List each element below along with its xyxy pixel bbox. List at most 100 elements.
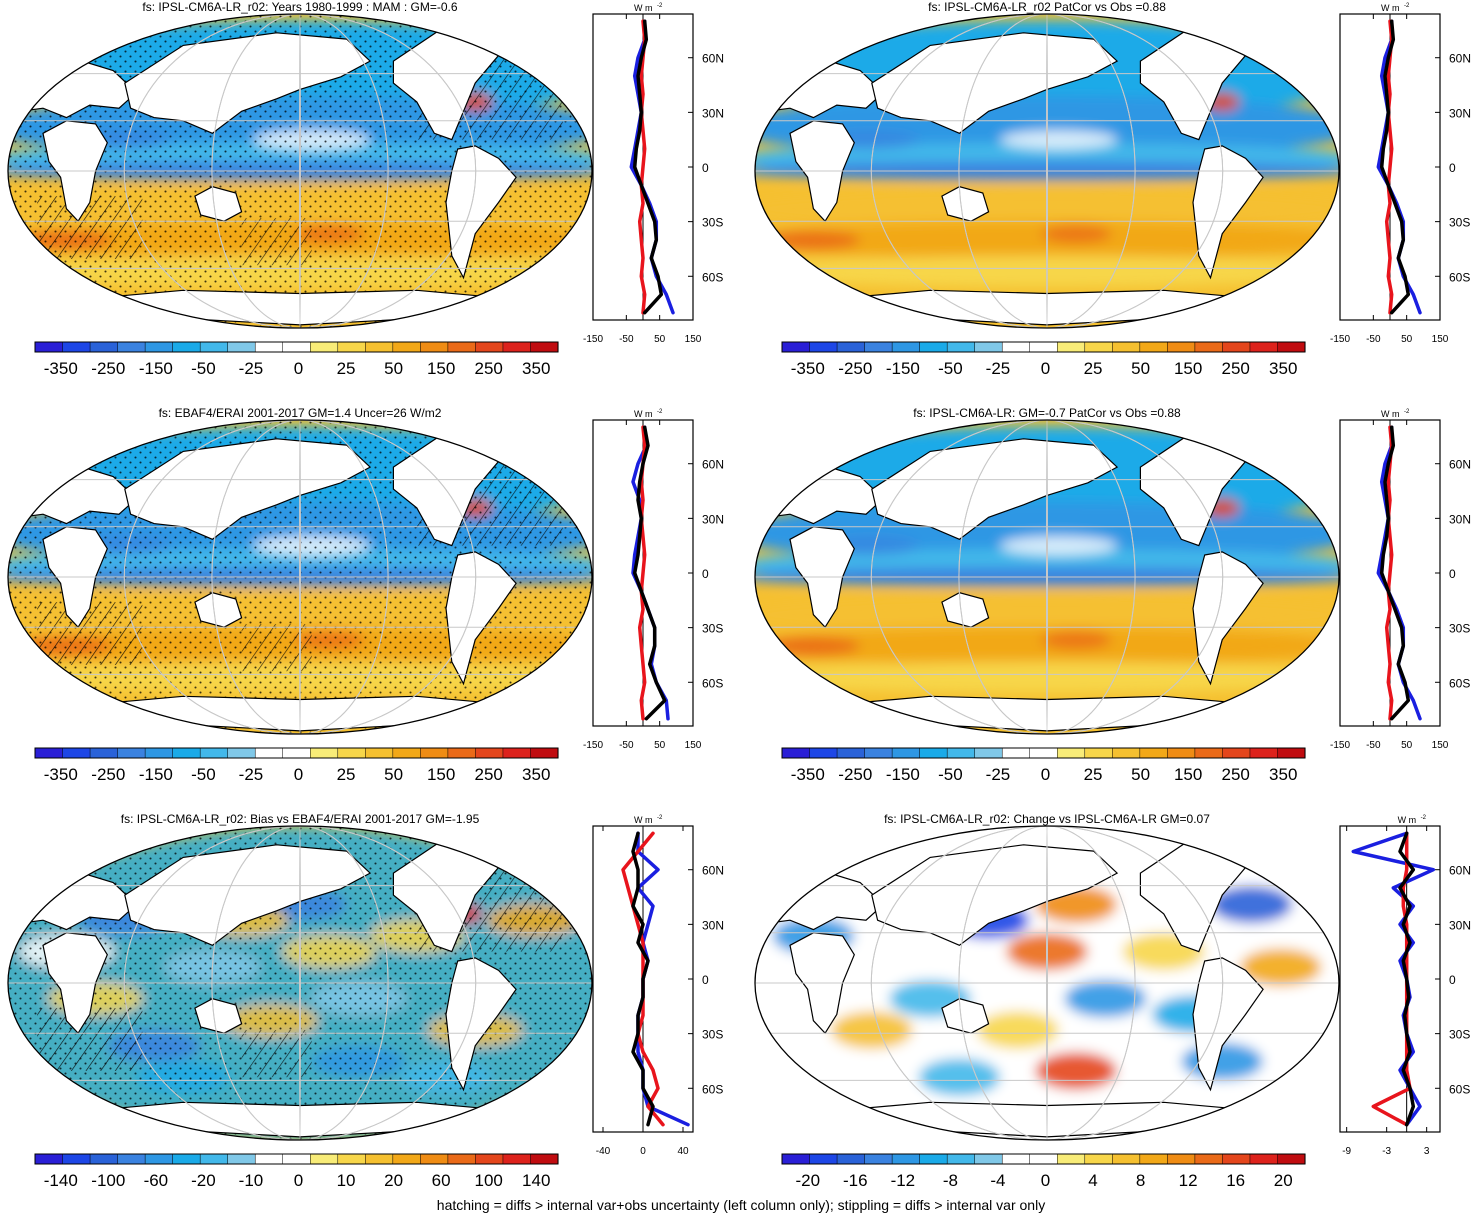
colorbar-swatch: [530, 747, 559, 759]
chart-panel-6: fs: IPSL-CM6A-LR_r02: Change vs IPSL-CM6…: [754, 812, 1340, 1190]
field-patch: [1181, 1042, 1264, 1081]
colorbar-swatch: [447, 341, 476, 353]
lat-tick-label: 0: [702, 161, 709, 175]
zonal-profile-5: W m -2 60N 30N 0 30S 60S -40 0 40: [592, 815, 724, 1157]
graticule-lon: [1046, 14, 1048, 328]
colorbar-swatch: [946, 747, 976, 759]
colorbar-swatch: [34, 747, 64, 759]
colorbar-tick-label: 12: [1179, 1171, 1198, 1190]
colorbar-tick-label: 350: [522, 765, 550, 784]
map-field: [8, 420, 592, 734]
colorbar-swatch: [946, 1153, 976, 1165]
colorbar-tick-label: -250: [838, 765, 872, 784]
units-superscript: -2: [657, 409, 663, 415]
lat-tick-label: 60S: [1449, 1082, 1470, 1096]
x-tick-label: -40: [596, 1146, 611, 1157]
continent-3: [124, 438, 372, 540]
zonal-profile-6: W m -2 60N 30N 0 30S 60S -9 -3 3: [1339, 815, 1471, 1157]
colorbar-tick-label: 50: [1131, 359, 1150, 378]
chart-panel-1: fs: IPSL-CM6A-LR_r02: Years 1980-1999 : …: [7, 0, 593, 378]
field-patch: [1210, 885, 1293, 924]
profile-line-sig: [1384, 425, 1394, 721]
x-tick-label: -150: [583, 740, 603, 751]
lat-tick-label: 60N: [1449, 864, 1471, 878]
lat-tick-label: 30S: [1449, 216, 1470, 230]
colorbar-tick-label: 250: [474, 359, 502, 378]
colorbar-swatch: [392, 1153, 421, 1165]
colorbar-swatch: [392, 747, 421, 759]
x-tick-label: -50: [619, 334, 634, 345]
map-field: [755, 826, 1339, 1140]
map-title: fs: IPSL-CM6A-LR_r02: Years 1980-1999 : …: [142, 0, 457, 14]
map-border: [7, 419, 593, 735]
colorbar-swatch: [502, 1153, 532, 1165]
colorbar-tick-label: 50: [384, 359, 403, 378]
colorbar-tick-label: 20: [1274, 1171, 1293, 1190]
colorbar-swatch: [172, 747, 201, 759]
colorbar-swatch: [1167, 747, 1196, 759]
x-tick-label: 0: [640, 1146, 646, 1157]
field-patch: [976, 1011, 1059, 1049]
colorbar: -350 -250 -150 -50 -25 0 25 50 150 250 350: [34, 341, 559, 378]
colorbar-tick-label: 0: [294, 1171, 303, 1190]
continent-3: [871, 438, 1119, 540]
colorbar-swatch: [1112, 747, 1141, 759]
profile-line-obs: [1351, 831, 1436, 1127]
map-title: fs: IPSL-CM6A-LR_r02: Change vs IPSL-CM6…: [884, 812, 1210, 826]
colorbar-swatch: [365, 747, 394, 759]
colorbar-tick-label: 350: [1269, 765, 1297, 784]
lat-tick-label: 30S: [702, 1028, 723, 1042]
colorbar-tick-label: 60: [432, 1171, 451, 1190]
colorbar-tick-label: -150: [139, 359, 173, 378]
x-tick-label: -50: [619, 740, 634, 751]
colorbar-tick-label: -16: [843, 1171, 868, 1190]
colorbar-swatch: [475, 747, 504, 759]
colorbar-swatch: [144, 747, 174, 759]
graticule-lon: [958, 826, 1136, 1140]
colorbar-tick-label: -150: [139, 765, 173, 784]
map-border: [7, 13, 593, 329]
profile-line-model: [632, 425, 667, 721]
units-label: W m: [634, 3, 653, 13]
graticule-lon: [870, 420, 1224, 734]
lat-tick-label: 30N: [702, 512, 724, 526]
map-title: fs: IPSL-CM6A-LR_r02 PatCor vs Obs =0.88: [928, 0, 1166, 14]
colorbar-swatch: [1249, 1153, 1279, 1165]
x-tick-label: 150: [685, 740, 702, 751]
colorbar-swatch: [475, 341, 504, 353]
colorbar-swatch: [34, 341, 64, 353]
colorbar-tick-label: -8: [943, 1171, 958, 1190]
continent-3: [124, 844, 372, 946]
map: [754, 13, 1340, 329]
colorbar-tick-label: 150: [427, 359, 455, 378]
colorbar-swatch: [974, 747, 1003, 759]
colorbar-tick-label: -140: [44, 1171, 78, 1190]
colorbar-tick-label: -250: [838, 359, 872, 378]
colorbar-swatch: [1139, 747, 1168, 759]
continent-3: [871, 844, 1119, 946]
lat-tick-label: 60S: [702, 1082, 723, 1096]
lat-tick-label: 30S: [1449, 1028, 1470, 1042]
colorbar-swatch: [117, 747, 146, 759]
colorbar-tick-label: -100: [91, 1171, 125, 1190]
colorbar-swatch: [282, 747, 311, 759]
colorbar-swatch: [144, 341, 174, 353]
colorbar-tick-label: 250: [474, 765, 502, 784]
colorbar-tick-label: -25: [986, 359, 1011, 378]
field-patch: [766, 636, 861, 656]
chart-panel-4: fs: IPSL-CM6A-LR: GM=-0.7 PatCor vs Obs …: [754, 406, 1340, 784]
map-field: [755, 420, 1339, 734]
colorbar-tick-label: -10: [239, 1171, 264, 1190]
x-tick-label: -9: [1342, 1146, 1351, 1157]
colorbar-tick-label: 150: [427, 765, 455, 784]
lat-tick-label: 30N: [1449, 512, 1471, 526]
profile-line-obs: [1376, 425, 1422, 721]
colorbar-tick-label: -50: [938, 359, 963, 378]
graticule-lon: [299, 826, 301, 1140]
colorbar: -20 -16 -12 -8 -4 0 4 8 12 16 20: [781, 1153, 1306, 1190]
x-tick-label: 40: [677, 1146, 689, 1157]
profile-line-model: [631, 831, 655, 1127]
colorbar-border: [34, 747, 559, 759]
colorbar-tick-label: 0: [294, 765, 303, 784]
profile-line-obs: [631, 425, 670, 721]
